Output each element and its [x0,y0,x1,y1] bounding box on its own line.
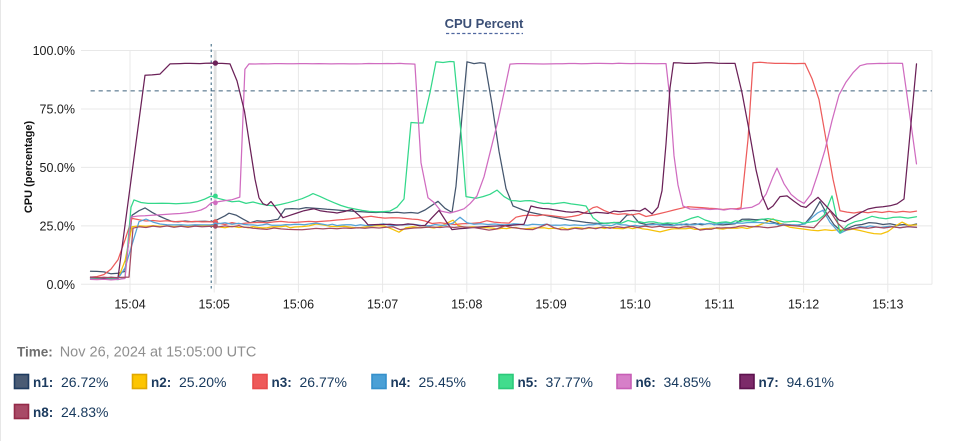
svg-text:15:07: 15:07 [367,298,398,312]
svg-text:n6:: n6: [636,375,656,390]
svg-text:15:11: 15:11 [704,298,734,312]
svg-text:n3:: n3: [272,375,292,390]
svg-text:26.77%: 26.77% [300,374,347,390]
svg-text:Time:: Time: [17,345,53,360]
svg-text:15:10: 15:10 [620,298,651,312]
svg-text:37.77%: 37.77% [546,374,593,390]
svg-text:100.0%: 100.0% [33,44,75,58]
svg-text:15:06: 15:06 [283,298,314,312]
svg-text:n8:: n8: [33,405,53,420]
svg-text:25.0%: 25.0% [40,219,75,233]
svg-text:n2:: n2: [151,375,171,390]
svg-text:34.85%: 34.85% [664,374,711,390]
svg-text:24.83%: 24.83% [61,404,108,420]
svg-text:Nov 26, 2024 at 15:05:00 UTC: Nov 26, 2024 at 15:05:00 UTC [60,345,257,361]
svg-text:0.0%: 0.0% [47,278,76,292]
svg-text:n4:: n4: [391,375,411,390]
svg-text:CPU Percent: CPU Percent [445,16,524,31]
svg-text:50.0%: 50.0% [40,161,75,175]
svg-text:25.20%: 25.20% [179,374,226,390]
svg-text:n7:: n7: [759,375,779,390]
svg-text:94.61%: 94.61% [787,374,834,390]
svg-text:15:05: 15:05 [199,298,230,312]
svg-text:n5:: n5: [518,375,538,390]
svg-text:15:08: 15:08 [451,298,482,312]
svg-text:75.0%: 75.0% [40,103,75,117]
svg-text:25.45%: 25.45% [419,374,466,390]
svg-text:n1:: n1: [33,375,53,390]
svg-text:15:04: 15:04 [114,298,145,312]
svg-text:15:09: 15:09 [535,298,566,312]
svg-text:26.72%: 26.72% [61,374,108,390]
svg-text:15:13: 15:13 [872,298,903,312]
svg-text:CPU (percentage): CPU (percentage) [23,121,35,214]
svg-text:15:12: 15:12 [788,298,819,312]
